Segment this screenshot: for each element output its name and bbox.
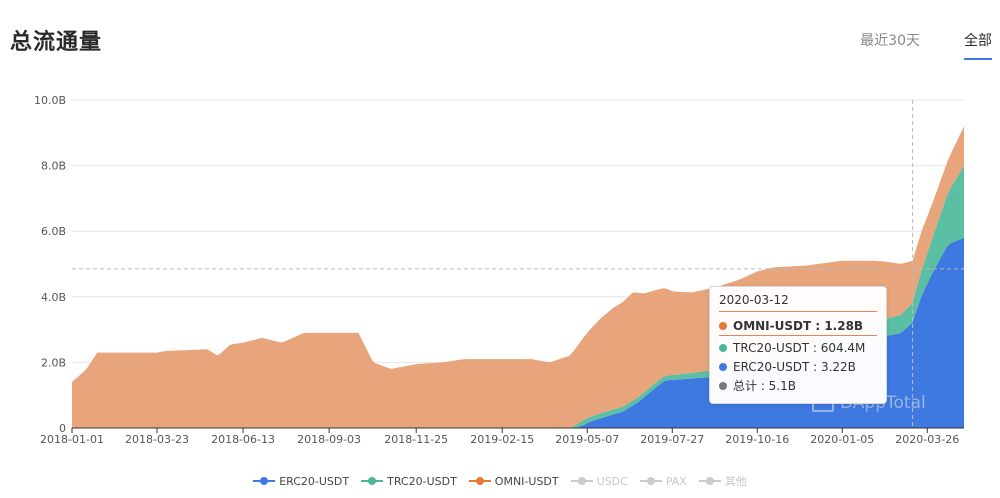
legend-item-erc20-usdt[interactable]: ERC20-USDT [253,473,349,489]
page-title: 总流通量 [10,30,103,55]
tooltip-row-total: 总计 : 5.1B [719,376,877,395]
trc20-legend-icon [361,477,384,485]
x-tick-label: 2019-05-07 [555,433,619,446]
chart-tooltip: 2020-03-12 OMNI-USDT : 1.28B TRC20-USDT … [709,286,887,404]
tab-last-30-days[interactable]: 最近30天 [860,33,920,49]
other-legend-icon [698,477,721,485]
x-tick-label: 2019-07-27 [640,433,704,446]
x-tick-label: 2018-11-25 [384,433,448,446]
usdc-legend-icon [570,477,593,485]
tooltip-row-erc20: ERC20-USDT : 3.22B [719,357,877,376]
tooltip-row-label: TRC20-USDT : 604.4M [733,340,866,355]
y-tick-label: 6.0B [41,225,66,238]
total-dot-icon [719,381,727,390]
tooltip-row-omni: OMNI-USDT : 1.28B [719,316,877,336]
x-tick-label: 2020-03-26 [895,433,959,446]
x-tick-label: 2019-10-16 [725,433,789,446]
legend-label: ERC20-USDT [279,474,350,488]
axes: 0 2.0B 4.0B 6.0B 8.0B 10.0B 2018-01-01 2018-03-… [34,94,964,446]
y-tick-label: 10.0B [34,94,66,107]
erc20-legend-icon [253,477,276,485]
omni-dot-icon [719,321,727,330]
erc20-dot-icon [719,362,727,371]
legend-label: USDC [596,474,628,488]
crosshair [72,100,964,428]
legend-label: TRC20-USDT [387,474,457,488]
tooltip-row-label: OMNI-USDT : 1.28B [733,318,864,333]
legend-item-omni-usdt[interactable]: OMNI-USDT [468,473,559,489]
x-tick-label: 2018-01-01 [40,433,104,446]
range-tabs: 最近30天 全部 [816,30,992,60]
x-tick-label: 2018-06-13 [211,433,275,446]
x-tick-label: 2018-03-23 [125,433,189,446]
y-tick-label: 4.0B [41,291,66,304]
tooltip-row-label: ERC20-USDT : 3.22B [733,359,856,374]
trc20-dot-icon [719,343,727,352]
tab-all[interactable]: 全部 [964,30,992,60]
omni-legend-icon [468,477,491,485]
x-tick-label: 2019-02-15 [470,433,534,446]
legend-label: PAX [665,474,687,488]
tooltip-row-label: 总计 : 5.1B [733,379,796,393]
chart-legend: ERC20-USDT TRC20-USDT OMNI-USDT USDC PAX… [0,473,1000,489]
legend-item-other[interactable]: 其他 [698,473,747,489]
y-tick-label: 2.0B [41,356,66,369]
tooltip-date: 2020-03-12 [719,293,877,312]
legend-item-usdc[interactable]: USDC [570,473,628,489]
legend-label: OMNI-USDT [494,474,559,488]
x-tick-label: 2018-09-03 [297,433,361,446]
tooltip-row-trc20: TRC20-USDT : 604.4M [719,338,877,357]
pax-legend-icon [639,477,662,485]
y-tick-label: 8.0B [41,160,66,173]
x-tick-label: 2020-01-05 [810,433,874,446]
y-tick-label: 0 [59,422,66,435]
legend-label: 其他 [724,475,747,488]
legend-item-trc20-usdt[interactable]: TRC20-USDT [361,473,457,489]
legend-item-pax[interactable]: PAX [639,473,687,489]
